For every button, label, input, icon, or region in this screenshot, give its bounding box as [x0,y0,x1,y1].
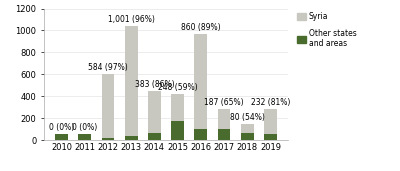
Legend: Syria, Other states
and areas: Syria, Other states and areas [297,12,357,48]
Bar [194,129,207,140]
Bar [171,94,184,121]
Bar [241,124,254,133]
Bar [218,129,230,140]
Bar [102,138,114,140]
Bar [218,109,230,129]
Bar [264,109,277,134]
Bar [171,121,184,140]
Bar [78,134,91,140]
Text: 80 (54%): 80 (54%) [230,113,265,122]
Text: 187 (65%): 187 (65%) [204,98,244,107]
Bar [194,34,207,129]
Bar [125,136,138,140]
Bar [125,26,138,136]
Text: 232 (81%): 232 (81%) [251,98,290,107]
Text: 0 (0%): 0 (0%) [49,123,74,132]
Text: 383 (86%): 383 (86%) [134,80,174,89]
Bar [102,74,114,138]
Text: 584 (97%): 584 (97%) [88,63,128,72]
Bar [264,134,277,140]
Bar [241,133,254,140]
Text: 248 (59%): 248 (59%) [158,83,198,92]
Bar [55,134,68,140]
Bar [148,133,161,140]
Text: 0 (0%): 0 (0%) [72,123,97,132]
Bar [148,91,161,133]
Text: 860 (89%): 860 (89%) [181,23,221,32]
Text: 1,001 (96%): 1,001 (96%) [108,15,154,24]
